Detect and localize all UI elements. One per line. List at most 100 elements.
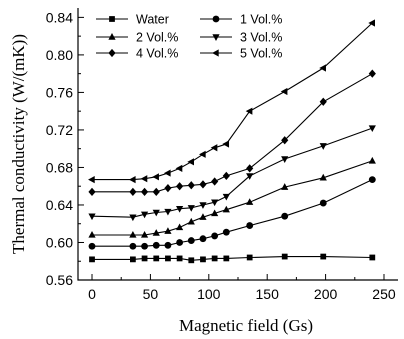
marker-diamond xyxy=(319,97,327,106)
x-tick-label: 100 xyxy=(197,286,221,302)
marker-square xyxy=(141,255,148,262)
series-line xyxy=(91,127,373,218)
y-tick-label: 0.80 xyxy=(46,47,73,63)
marker-triangle-down xyxy=(164,208,172,216)
marker-diamond xyxy=(187,181,195,190)
marker-circle xyxy=(187,237,195,245)
marker-triangle-left xyxy=(222,140,230,148)
marker-triangle-up xyxy=(211,209,219,217)
marker-triangle-left xyxy=(140,175,148,183)
marker-diamond xyxy=(211,177,219,186)
marker-triangle-up xyxy=(199,213,207,220)
series-5 xyxy=(88,19,376,184)
marker-circle xyxy=(211,232,219,240)
marker-triangle-left xyxy=(212,49,219,57)
marker-square xyxy=(109,16,115,22)
marker-diamond xyxy=(140,187,149,196)
marker-diamond xyxy=(129,187,137,196)
legend-item-0: Water xyxy=(96,13,169,27)
marker-triangle-up xyxy=(88,231,96,238)
legend-label: 2 Vol.% xyxy=(136,31,178,45)
legend-item-3: 3 Vol.% xyxy=(200,31,282,45)
marker-circle xyxy=(129,242,137,250)
marker-triangle-up xyxy=(187,217,195,225)
x-tick-label: 0 xyxy=(88,286,96,302)
series-1 xyxy=(88,176,376,250)
series-4 xyxy=(88,69,376,196)
marker-circle xyxy=(88,242,96,250)
marker-triangle-up xyxy=(164,227,172,234)
y-tick-label: 0.72 xyxy=(46,122,73,138)
marker-triangle-up xyxy=(281,183,289,190)
marker-triangle-left xyxy=(152,173,159,181)
marker-diamond xyxy=(152,187,160,196)
marker-diamond xyxy=(222,171,230,181)
marker-triangle-left xyxy=(368,19,376,27)
marker-circle xyxy=(319,199,327,207)
series-2 xyxy=(88,156,376,238)
marker-diamond xyxy=(368,69,376,78)
marker-triangle-left xyxy=(199,150,206,158)
marker-circle xyxy=(212,15,220,23)
marker-triangle-down xyxy=(129,214,137,222)
axis-frame xyxy=(77,8,398,281)
legend-label: 4 Vol.% xyxy=(136,47,178,61)
legend-item-5: 5 Vol.% xyxy=(200,47,282,61)
marker-square xyxy=(165,255,171,262)
x-axis-title: Magnetic field (Gs) xyxy=(179,316,313,335)
legend-label: 1 Vol.% xyxy=(240,13,282,27)
marker-square xyxy=(369,254,376,261)
marker-circle xyxy=(281,212,289,220)
marker-diamond xyxy=(199,180,207,189)
marker-triangle-down xyxy=(187,205,195,212)
marker-triangle-up xyxy=(140,231,149,238)
marker-square xyxy=(200,256,206,263)
y-tick-label: 0.56 xyxy=(46,272,73,288)
y-tick-label: 0.60 xyxy=(46,234,73,250)
y-tick-label: 0.76 xyxy=(46,84,73,100)
marker-square xyxy=(223,255,230,262)
marker-triangle-down xyxy=(222,193,230,201)
marker-diamond xyxy=(164,183,172,193)
marker-circle xyxy=(152,241,160,249)
marker-triangle-down xyxy=(176,206,184,213)
y-tick-label: 0.64 xyxy=(46,197,73,213)
marker-square xyxy=(89,256,95,263)
marker-triangle-down xyxy=(246,173,254,180)
marker-triangle-left xyxy=(210,144,218,152)
y-tick-label: 0.68 xyxy=(46,159,73,175)
marker-square xyxy=(320,253,327,260)
marker-diamond xyxy=(281,136,289,145)
marker-square xyxy=(188,257,195,264)
series-line xyxy=(92,22,373,181)
marker-circle xyxy=(222,228,230,236)
marker-triangle-up xyxy=(108,33,116,40)
legend-label: Water xyxy=(136,13,169,27)
marker-triangle-left xyxy=(280,87,288,96)
legend-label: 3 Vol.% xyxy=(240,31,282,45)
marker-triangle-down xyxy=(199,202,207,209)
marker-triangle-left xyxy=(163,169,171,177)
marker-triangle-down xyxy=(368,125,376,133)
marker-diamond xyxy=(88,187,96,196)
x-tick-label: 50 xyxy=(143,286,159,302)
x-tick-label: 150 xyxy=(256,286,280,302)
series-0 xyxy=(89,253,376,264)
marker-triangle-up xyxy=(368,156,376,164)
marker-triangle-left xyxy=(187,158,194,166)
series-line xyxy=(92,73,373,193)
legend: Water 1 Vol.% 2 Vol.% 3 Vol.% 4 Vol.% 5 Vol.% xyxy=(96,13,282,61)
marker-diamond xyxy=(176,182,184,191)
marker-square xyxy=(153,255,160,262)
marker-square xyxy=(246,254,253,261)
series-layer xyxy=(88,19,376,264)
legend-item-1: 1 Vol.% xyxy=(200,13,282,27)
marker-triangle-left xyxy=(319,64,326,72)
marker-triangle-down xyxy=(281,156,289,163)
marker-triangle-up xyxy=(152,229,160,236)
marker-circle xyxy=(199,235,207,243)
marker-triangle-up xyxy=(246,198,254,205)
marker-triangle-left xyxy=(128,176,136,184)
marker-triangle-down xyxy=(319,143,327,150)
